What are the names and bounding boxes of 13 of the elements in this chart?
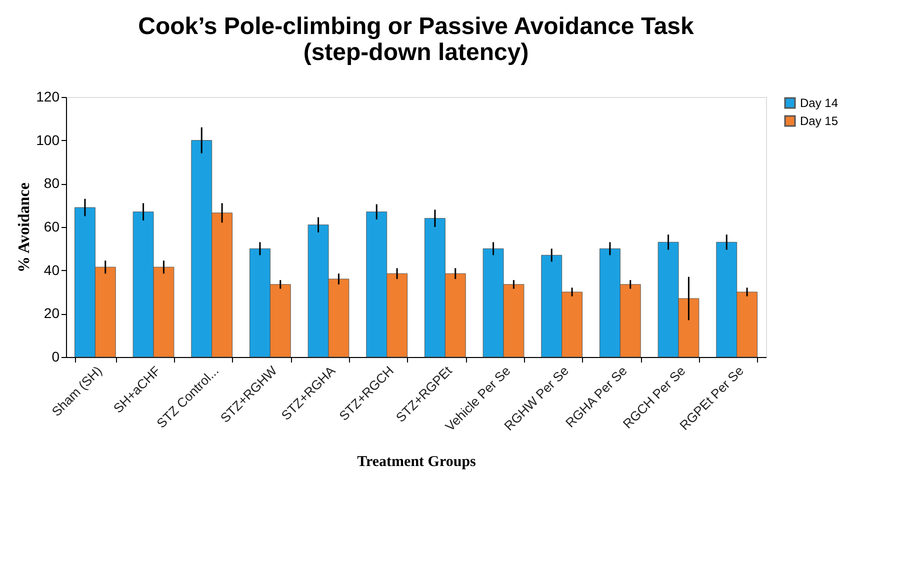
y-tick-label: 100: [36, 132, 60, 148]
legend-label: Day 14: [800, 96, 838, 110]
y-tick-label: 20: [44, 305, 60, 322]
y-tick-label: 0: [52, 348, 60, 364]
y-tick-label: 40: [44, 262, 60, 278]
y-tick-label: 80: [44, 175, 60, 192]
legend-label: Day 15: [800, 114, 838, 128]
y-tick-label: 60: [44, 218, 60, 234]
x-axis-title: Treatment Groups: [357, 454, 476, 470]
y-tick-label: 120: [36, 88, 60, 104]
text: Cook’s Pole-climbing or Passive Avoidance Task: [138, 13, 694, 40]
y-axis-title: % Avoidance: [16, 182, 34, 272]
text: (step-down latency): [303, 39, 529, 66]
